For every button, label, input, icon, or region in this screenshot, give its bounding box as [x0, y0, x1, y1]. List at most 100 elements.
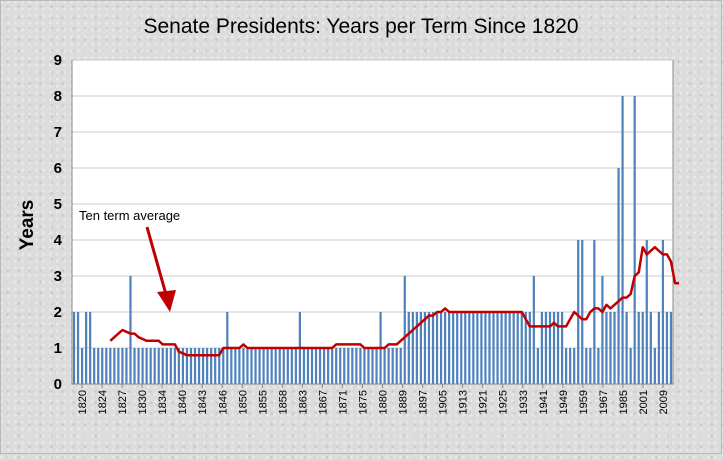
bar	[197, 348, 201, 384]
bar	[597, 348, 600, 384]
bar	[657, 312, 660, 384]
x-tick-label: 1959	[578, 390, 590, 414]
bar	[544, 312, 548, 384]
bar	[625, 312, 628, 384]
bar	[335, 348, 338, 384]
bar	[351, 348, 354, 384]
x-tick-label: 1913	[458, 390, 470, 414]
bar	[605, 312, 608, 384]
bar	[548, 312, 552, 384]
bar	[125, 348, 128, 384]
x-tick-label: 1820	[77, 390, 89, 414]
y-tick-label: 7	[54, 124, 62, 141]
bar	[468, 312, 471, 384]
bar	[218, 348, 221, 384]
bar	[201, 348, 205, 384]
y-tick-label: 1	[54, 340, 62, 357]
x-tick-label: 1933	[518, 390, 530, 414]
bar	[109, 348, 112, 384]
bar	[520, 312, 523, 384]
bar	[439, 312, 443, 384]
bar	[448, 312, 451, 384]
bar	[669, 312, 673, 384]
bar	[399, 348, 402, 384]
x-tick-label: 1830	[137, 390, 149, 414]
bar	[621, 96, 624, 384]
bar	[89, 312, 92, 384]
bar	[403, 276, 406, 384]
x-tick-label: 1850	[237, 390, 249, 414]
bar	[415, 312, 418, 384]
bar	[101, 348, 104, 384]
bar	[528, 312, 531, 384]
bar	[355, 348, 358, 384]
bar	[665, 312, 669, 384]
bar	[250, 348, 253, 384]
x-tick-label: 1941	[538, 390, 550, 414]
bar	[141, 348, 144, 384]
bar	[661, 240, 665, 384]
x-tick-label: 1921	[478, 390, 490, 414]
bar	[347, 348, 350, 384]
chart-title: Senate Presidents: Years per Term Since …	[143, 15, 578, 38]
bar	[343, 348, 346, 384]
bar	[85, 312, 88, 384]
bar	[488, 312, 491, 384]
bar	[153, 348, 156, 384]
bar	[246, 348, 249, 384]
bar	[282, 348, 285, 384]
bar	[452, 312, 455, 384]
x-tick-label: 1867	[317, 390, 329, 414]
bar	[206, 348, 209, 384]
x-tick-label: 1846	[217, 390, 229, 414]
x-tick-label: 1871	[338, 390, 350, 414]
bar	[165, 348, 168, 384]
bar	[278, 348, 281, 384]
bar	[460, 312, 463, 384]
bar	[593, 240, 596, 384]
bar	[327, 348, 330, 384]
x-tick-label: 1897	[418, 390, 430, 414]
bar	[129, 276, 132, 384]
y-axis-label: Years	[17, 200, 38, 251]
x-tick-label: 1875	[358, 390, 370, 414]
bar	[137, 348, 140, 384]
bar	[512, 312, 515, 384]
x-tick-label: 1863	[297, 390, 309, 414]
bar	[532, 276, 535, 384]
bar	[210, 348, 213, 384]
x-tick-label: 1834	[157, 390, 169, 414]
bar	[540, 312, 544, 384]
x-tick-label: 1858	[277, 390, 289, 414]
bar	[262, 348, 265, 384]
bar	[185, 348, 189, 384]
bar	[560, 312, 564, 384]
x-tick-label: 1905	[438, 390, 450, 414]
bar	[573, 348, 576, 384]
bar	[173, 348, 176, 384]
y-tick-label: 9	[54, 52, 62, 69]
x-tick-label: 1967	[598, 390, 610, 414]
grid-lines	[72, 59, 673, 349]
bar	[274, 348, 277, 384]
x-tick-label: 2009	[658, 390, 670, 414]
y-tick-label: 8	[54, 88, 62, 105]
bar	[613, 312, 616, 384]
bar	[238, 348, 241, 384]
bar	[310, 348, 314, 384]
bar	[427, 312, 431, 384]
bar	[411, 312, 414, 384]
bar	[189, 348, 193, 384]
annotation-arrow-head	[157, 290, 176, 312]
x-tick-label: 1840	[177, 390, 189, 414]
bar	[585, 348, 588, 384]
bar	[387, 348, 390, 384]
bar	[536, 348, 539, 384]
bar	[286, 348, 289, 384]
bar	[395, 348, 398, 384]
bar	[609, 312, 612, 384]
bar	[496, 312, 499, 384]
bar	[617, 168, 620, 384]
bar	[234, 348, 237, 384]
